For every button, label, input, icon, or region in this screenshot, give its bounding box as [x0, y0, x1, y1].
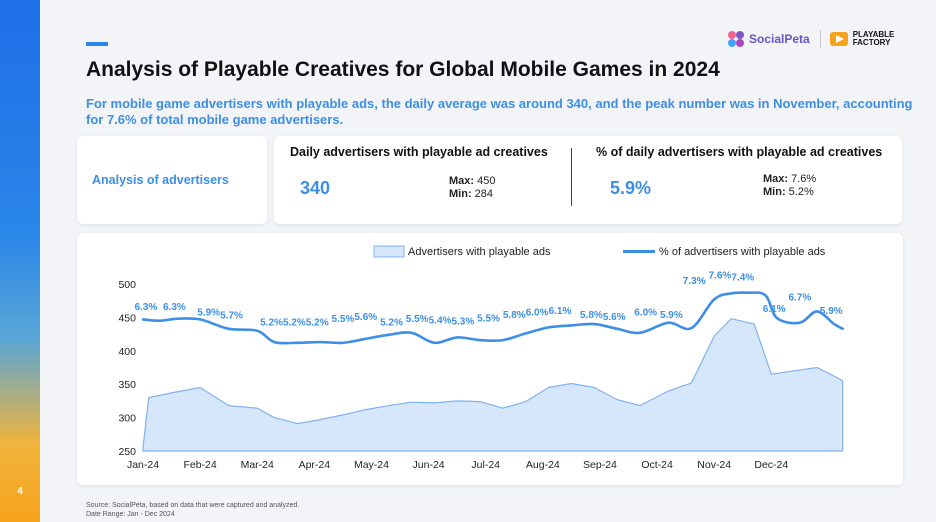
footer-notes: Source: SocialPeta, based on data that w…: [86, 501, 299, 519]
daily-max-value: 450: [477, 175, 496, 187]
daily-advertisers-range: Max: 450 Min: 284: [449, 175, 495, 201]
playable-factory-line2: FACTORY: [852, 38, 891, 47]
stats-card: Daily advertisers with playable ad creat…: [274, 136, 902, 224]
legend-line-label: % of advertisers with playable ads: [659, 246, 826, 258]
page-number: 4: [17, 486, 23, 497]
footer-source: Source: SocialPeta, based on data that w…: [86, 502, 300, 509]
advertisers-chart: Advertisers with playable ads % of adver…: [118, 245, 844, 471]
percent-data-label: 5.9%: [820, 306, 843, 317]
y-tick-label: 250: [118, 446, 136, 458]
percent-data-label: 5.5%: [477, 313, 500, 324]
percent-data-label: 5.8%: [503, 310, 526, 321]
percent-data-label: 7.3%: [683, 276, 706, 287]
x-tick-label: Feb-24: [183, 459, 216, 471]
title-accent: [86, 42, 108, 46]
y-tick-label: 350: [118, 379, 136, 391]
stats-divider: [571, 148, 572, 206]
percent-data-label: 5.9%: [660, 310, 683, 321]
brand-logos: SocialPeta PLAYABLE FACTORY: [728, 28, 894, 50]
chart-series: [141, 291, 844, 452]
percent-data-label: 7.6%: [709, 271, 732, 282]
percent-min-label: Min:: [763, 186, 786, 198]
percent-data-label: 5.2%: [283, 317, 306, 328]
percent-data-label: 6.1%: [763, 304, 786, 315]
percent-advertisers-heading: % of daily advertisers with playable ad …: [596, 145, 883, 159]
footer-date-range: Date Range: Jan - Dec 2024: [86, 511, 175, 518]
percent-data-label: 5.2%: [260, 317, 283, 328]
logo-divider: [819, 30, 821, 48]
daily-min-value: 284: [474, 188, 494, 200]
x-tick-label: May-24: [354, 459, 389, 471]
y-tick-label: 400: [118, 346, 136, 358]
percent-data-label: 5.7%: [220, 311, 243, 322]
percent-data-label: 6.3%: [134, 302, 157, 313]
legend-area-label: Advertisers with playable ads: [408, 246, 551, 258]
x-tick-label: Mar-24: [241, 459, 274, 471]
line-series-percent: [141, 291, 844, 345]
daily-max-label: Max:: [449, 175, 475, 187]
y-tick-label: 450: [118, 312, 136, 324]
percent-max-value: 7.6%: [791, 173, 817, 185]
x-tick-label: Oct-24: [641, 459, 673, 471]
percent-data-label: 5.2%: [306, 317, 329, 328]
percent-advertisers-value: 5.9%: [610, 178, 652, 198]
area-series-advertisers: [142, 318, 844, 452]
x-tick-label: Jan-24: [127, 459, 159, 471]
percent-min-value: 5.2%: [788, 186, 814, 198]
x-tick-label: Dec-24: [754, 459, 788, 471]
playable-factory-line1: PLAYABLE: [852, 30, 895, 39]
percent-data-label: 5.4%: [429, 315, 452, 326]
x-tick-label: Apr-24: [299, 459, 331, 471]
x-tick-label: Aug-24: [526, 459, 560, 471]
percent-data-label: 6.0%: [634, 307, 657, 318]
x-tick-label: Jul-24: [471, 459, 500, 471]
x-axis: Jan-24 Feb-24 Mar-24 Apr-24 May-24 Jun-24 Jul-…: [127, 459, 788, 471]
y-axis: 250 300 350 400 450 500: [118, 279, 136, 458]
percent-data-label: 6.0%: [526, 307, 549, 318]
percent-data-label: 5.9%: [197, 307, 220, 318]
percent-data-label: 6.7%: [788, 293, 811, 304]
chart-legend: Advertisers with playable ads % of adver…: [373, 245, 826, 258]
percent-data-label: 5.3%: [451, 317, 474, 328]
percent-max-label: Max:: [763, 173, 789, 185]
x-tick-label: Sep-24: [583, 459, 617, 471]
percent-data-label: 5.2%: [380, 317, 403, 328]
daily-advertisers-value: 340: [300, 178, 331, 198]
percent-data-label: 5.6%: [603, 312, 626, 323]
percent-data-label: 5.8%: [580, 310, 603, 321]
x-tick-label: Nov-24: [697, 459, 731, 471]
section-label: Analysis of advertisers: [92, 173, 229, 187]
page-subtitle: For mobile game advertisers with playabl…: [86, 96, 913, 127]
percent-data-label: 5.5%: [332, 314, 355, 325]
percent-advertisers-range: Max: 7.6% Min: 5.2%: [763, 173, 816, 199]
chart-annotations: 6.3% 6.3% 5.9% 5.7%5.2% 5.2% 5.2% 5.5% 5.6% 5.2%…: [134, 271, 842, 329]
percent-data-label: 7.4%: [731, 273, 754, 284]
y-tick-label: 500: [118, 279, 136, 291]
percent-data-label: 6.3%: [163, 302, 186, 313]
socialpeta-logo-icon: [728, 31, 744, 47]
daily-advertisers-heading: Daily advertisers with playable ad creat…: [290, 145, 548, 159]
daily-min-label: Min:: [449, 188, 472, 200]
chart-card: Advertisers with playable ads % of adver…: [77, 233, 903, 485]
percent-data-label: 5.5%: [406, 314, 429, 325]
percent-data-label: 5.6%: [354, 312, 377, 323]
page-title: Analysis of Playable Creatives for Globa…: [86, 58, 720, 81]
socialpeta-logo-text: SocialPeta: [749, 32, 810, 46]
percent-data-label: 6.1%: [549, 306, 572, 317]
playable-factory-logo-text: PLAYABLE FACTORY: [853, 31, 895, 47]
x-tick-label: Jun-24: [413, 459, 445, 471]
legend-area-swatch: [373, 245, 405, 258]
side-accent-bar: [0, 0, 40, 522]
advertisers-analysis-card: Analysis of advertisers: [77, 136, 267, 224]
playable-factory-logo-icon: [829, 32, 848, 46]
y-tick-label: 300: [118, 413, 136, 425]
